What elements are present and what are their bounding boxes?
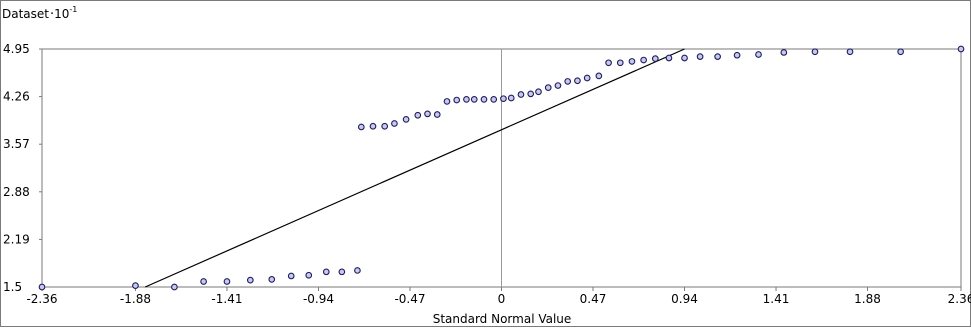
x-tick-label: 0 xyxy=(498,292,506,306)
data-point xyxy=(527,90,535,98)
y-tick-label: 4.95 xyxy=(3,42,30,56)
data-point xyxy=(846,48,854,56)
data-point xyxy=(391,120,398,127)
data-point xyxy=(433,111,441,118)
data-point xyxy=(665,54,673,62)
data-point xyxy=(171,283,178,291)
y-tick-label: 3.57 xyxy=(3,137,30,151)
data-point xyxy=(574,77,581,85)
data-points xyxy=(38,45,965,291)
data-point xyxy=(305,271,313,279)
data-point xyxy=(714,53,721,60)
data-point xyxy=(402,116,410,123)
data-point xyxy=(322,268,330,276)
y-axis-ticks: 1.5 2.19 2.88 3.57 4.26 4.95 xyxy=(3,42,42,294)
data-point xyxy=(287,272,295,280)
normal-reference-line xyxy=(144,48,685,288)
data-point xyxy=(681,54,688,62)
x-axis-ticks: -2.36 -1.88 -1.41 -0.94 -0.47 0 0.47 0.94 1.41 1.… xyxy=(26,287,971,306)
x-tick-label: -0.94 xyxy=(303,292,334,306)
data-point xyxy=(583,74,591,82)
data-point xyxy=(38,283,46,291)
x-tick-label: -1.88 xyxy=(120,292,151,306)
x-tick-label: -1.41 xyxy=(211,292,242,306)
data-point xyxy=(733,51,741,59)
x-tick-label: 1.41 xyxy=(763,292,790,306)
y-tick-label: 1.5 xyxy=(3,280,22,294)
y-axis-label-exp: -1 xyxy=(69,5,77,14)
data-point xyxy=(544,84,552,91)
data-point xyxy=(490,96,498,103)
data-point xyxy=(463,96,470,103)
data-point xyxy=(500,95,507,103)
data-point xyxy=(780,49,788,56)
x-axis-label: Standard Normal Value xyxy=(433,312,572,326)
data-point xyxy=(651,55,659,63)
data-point xyxy=(554,82,562,89)
y-tick-label: 2.88 xyxy=(3,185,30,199)
x-tick-label: -0.47 xyxy=(394,292,425,306)
data-point xyxy=(535,88,542,96)
x-tick-label: -2.36 xyxy=(26,292,57,306)
data-point xyxy=(507,94,515,102)
data-point xyxy=(246,276,254,284)
data-point xyxy=(381,122,389,130)
data-point xyxy=(595,72,603,80)
x-tick-label: 0.47 xyxy=(580,292,607,306)
data-point xyxy=(616,59,624,67)
data-point xyxy=(811,48,819,56)
y-axis-label-mult: 10 xyxy=(54,7,69,21)
data-point xyxy=(517,91,525,98)
y-axis-label-sep: · xyxy=(50,7,54,22)
data-point xyxy=(605,59,612,67)
data-point xyxy=(696,53,704,60)
data-point xyxy=(443,98,451,105)
data-point xyxy=(470,96,478,103)
data-point xyxy=(628,58,636,65)
x-tick-label: 2.36 xyxy=(948,292,971,306)
data-point xyxy=(369,122,377,130)
data-point xyxy=(223,278,231,285)
data-point xyxy=(424,110,431,118)
x-tick-label: 1.88 xyxy=(854,292,881,306)
x-tick-label: 0.94 xyxy=(671,292,698,306)
data-point xyxy=(564,78,572,85)
data-point xyxy=(338,268,346,276)
data-point xyxy=(268,276,276,283)
data-point xyxy=(200,278,207,285)
y-tick-label: 4.26 xyxy=(3,90,30,104)
y-tick-label: 2.19 xyxy=(3,232,30,246)
data-point xyxy=(354,267,361,274)
data-point xyxy=(357,123,365,131)
data-point xyxy=(132,282,139,289)
data-point xyxy=(897,48,904,56)
y-axis-label-base: Dataset xyxy=(2,7,49,21)
data-point xyxy=(957,45,965,53)
data-point xyxy=(480,96,488,103)
data-point xyxy=(755,51,762,58)
data-point xyxy=(414,111,422,119)
y-axis-label: Dataset·10-1 xyxy=(2,5,77,22)
data-point xyxy=(453,96,461,104)
data-point xyxy=(640,56,647,64)
